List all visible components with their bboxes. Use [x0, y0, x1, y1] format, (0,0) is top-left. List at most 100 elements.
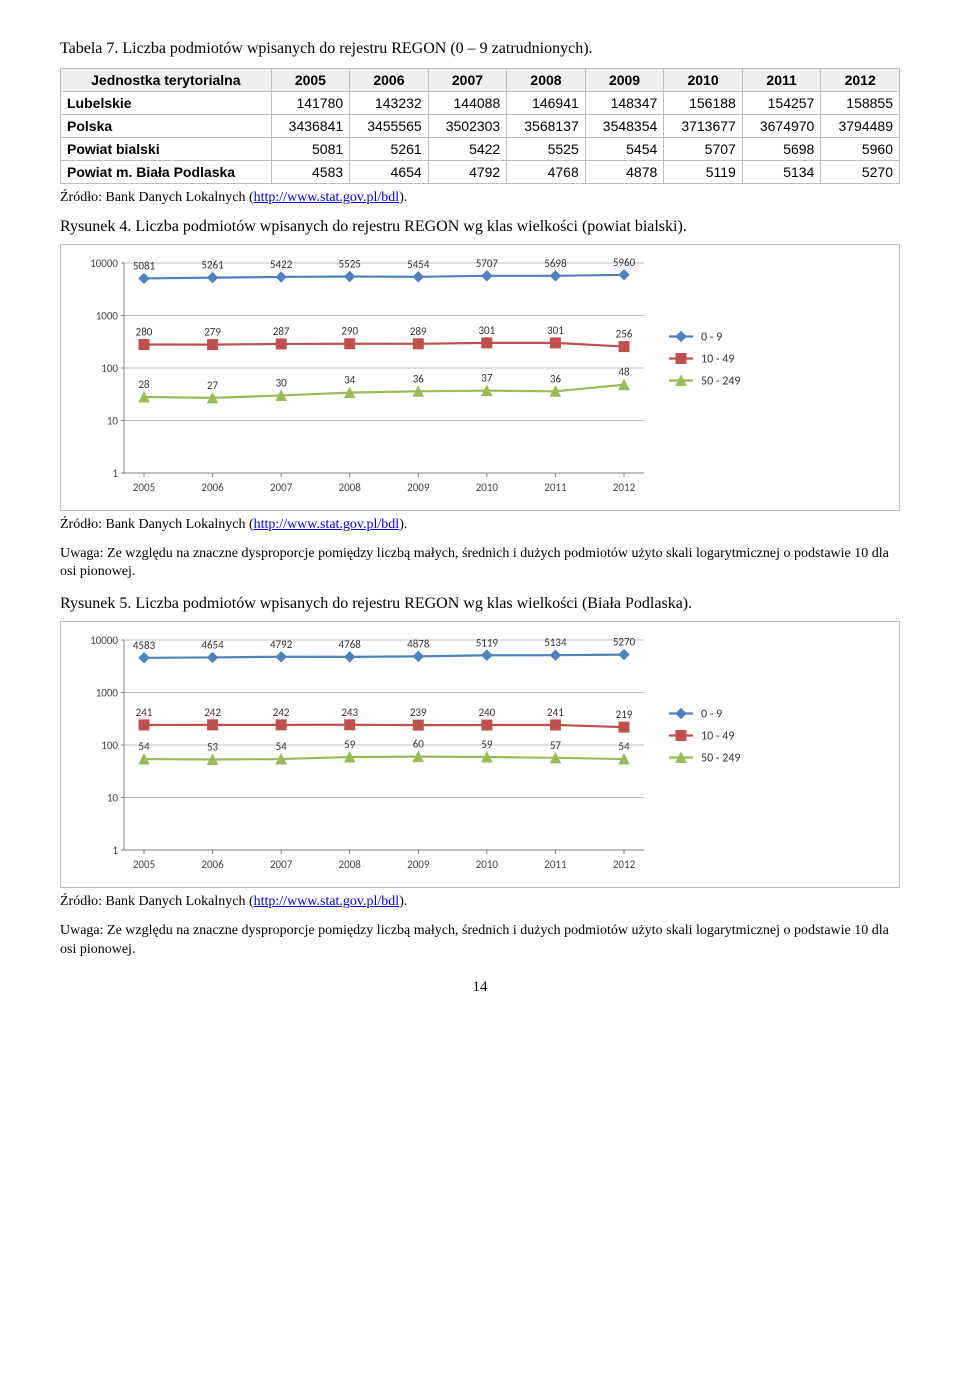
svg-text:4583: 4583	[133, 639, 156, 652]
table7-caption: Tabela 7. Liczba podmiotów wpisanych do …	[60, 40, 900, 58]
svg-text:10000: 10000	[90, 634, 118, 647]
svg-text:10000: 10000	[90, 257, 118, 270]
svg-text:5422: 5422	[270, 258, 293, 271]
svg-text:2010: 2010	[476, 858, 499, 871]
svg-text:290: 290	[341, 325, 358, 338]
svg-text:27: 27	[207, 379, 219, 392]
row-label: Lubelskie	[61, 92, 272, 115]
svg-text:2007: 2007	[270, 481, 293, 494]
svg-text:2009: 2009	[407, 481, 430, 494]
svg-text:0 - 9: 0 - 9	[701, 331, 722, 345]
table7-year-2: 2007	[428, 69, 507, 92]
svg-text:10 - 49: 10 - 49	[701, 353, 734, 367]
svg-text:2005: 2005	[133, 481, 155, 494]
cell: 4583	[271, 161, 350, 184]
svg-text:48: 48	[618, 366, 630, 379]
cell: 4768	[507, 161, 586, 184]
figure5-caption: Rysunek 5. Liczba podmiotów wpisanych do…	[60, 595, 900, 613]
svg-text:1000: 1000	[96, 687, 119, 700]
table-row: Powiat bialski50815261542255255454570756…	[61, 138, 900, 161]
cell: 3568137	[507, 115, 586, 138]
svg-text:2011: 2011	[544, 858, 567, 871]
svg-text:1000: 1000	[96, 310, 119, 323]
svg-text:1: 1	[112, 844, 118, 857]
svg-text:34: 34	[344, 374, 356, 387]
svg-text:59: 59	[344, 738, 356, 751]
cell: 3502303	[428, 115, 507, 138]
svg-text:10 - 49: 10 - 49	[701, 730, 734, 744]
svg-text:5707: 5707	[476, 257, 499, 270]
table-row: Polska3436841345556535023033568137354835…	[61, 115, 900, 138]
svg-text:280: 280	[136, 326, 153, 339]
cell: 143232	[350, 92, 429, 115]
cell: 148347	[585, 92, 664, 115]
source-link[interactable]: http://www.stat.gov.pl/bdl	[254, 894, 400, 909]
svg-text:5261: 5261	[201, 259, 224, 272]
table7-year-0: 2005	[271, 69, 350, 92]
table7: Jednostka terytorialna 2005 2006 2007 20…	[60, 68, 900, 184]
svg-text:5134: 5134	[544, 637, 567, 650]
cell: 141780	[271, 92, 350, 115]
table7-year-5: 2010	[664, 69, 743, 92]
svg-text:2005: 2005	[133, 858, 155, 871]
svg-text:2009: 2009	[407, 858, 430, 871]
svg-text:241: 241	[136, 706, 153, 719]
svg-text:256: 256	[616, 328, 633, 341]
svg-text:2012: 2012	[613, 481, 636, 494]
svg-text:242: 242	[273, 706, 290, 719]
svg-text:5270: 5270	[613, 636, 636, 649]
svg-text:59: 59	[481, 738, 493, 751]
row-label: Polska	[61, 115, 272, 138]
cell: 144088	[428, 92, 507, 115]
svg-text:54: 54	[618, 740, 630, 753]
figure4-source: Źródło: Bank Danych Lokalnych (http://ww…	[60, 517, 900, 533]
svg-text:289: 289	[410, 325, 427, 338]
svg-text:28: 28	[138, 378, 150, 391]
cell: 5081	[271, 138, 350, 161]
svg-text:219: 219	[616, 709, 633, 722]
table-row: Lubelskie141780143232144088146941148347 1…	[61, 92, 900, 115]
svg-text:60: 60	[413, 738, 425, 751]
source-link[interactable]: http://www.stat.gov.pl/bdl	[254, 517, 400, 532]
table7-source: Źródło: Bank Danych Lokalnych (http://ww…	[60, 190, 900, 206]
cell: 5960	[821, 138, 900, 161]
svg-text:10: 10	[107, 415, 119, 428]
cell: 5261	[350, 138, 429, 161]
svg-text:5081: 5081	[133, 259, 156, 272]
cell: 5454	[585, 138, 664, 161]
cell: 4792	[428, 161, 507, 184]
svg-text:2006: 2006	[201, 858, 224, 871]
svg-text:53: 53	[207, 741, 219, 754]
cell: 5119	[664, 161, 743, 184]
cell: 4654	[350, 161, 429, 184]
svg-text:50 - 249: 50 - 249	[701, 375, 741, 389]
svg-text:100: 100	[101, 362, 118, 375]
figure5-chart: 1101001000100002005200620072008200920102…	[60, 621, 900, 888]
svg-text:2008: 2008	[339, 481, 362, 494]
svg-text:5960: 5960	[613, 256, 636, 269]
svg-text:242: 242	[204, 706, 221, 719]
page-number: 14	[60, 979, 900, 996]
svg-text:240: 240	[478, 706, 495, 719]
figure4-note: Uwaga: Ze względu na znaczne dysproporcj…	[60, 545, 900, 581]
table7-year-1: 2006	[350, 69, 429, 92]
cell: 5422	[428, 138, 507, 161]
table-row: Powiat m. Biała Podlaska4583465447924768…	[61, 161, 900, 184]
table7-head-label: Jednostka terytorialna	[61, 69, 272, 92]
cell: 5134	[742, 161, 821, 184]
svg-text:241: 241	[547, 706, 564, 719]
svg-text:30: 30	[276, 376, 288, 389]
source-link[interactable]: http://www.stat.gov.pl/bdl	[254, 190, 400, 205]
svg-text:5525: 5525	[339, 258, 361, 271]
svg-text:301: 301	[478, 324, 495, 337]
svg-text:243: 243	[341, 706, 358, 719]
cell: 154257	[742, 92, 821, 115]
figure4-chart: 1101001000100002005200620072008200920102…	[60, 244, 900, 511]
svg-text:279: 279	[204, 326, 221, 339]
figure5-source: Źródło: Bank Danych Lokalnych (http://ww…	[60, 894, 900, 910]
svg-text:1: 1	[112, 467, 118, 480]
cell: 146941	[507, 92, 586, 115]
svg-text:100: 100	[101, 739, 118, 752]
svg-text:2007: 2007	[270, 858, 293, 871]
svg-text:2012: 2012	[613, 858, 636, 871]
